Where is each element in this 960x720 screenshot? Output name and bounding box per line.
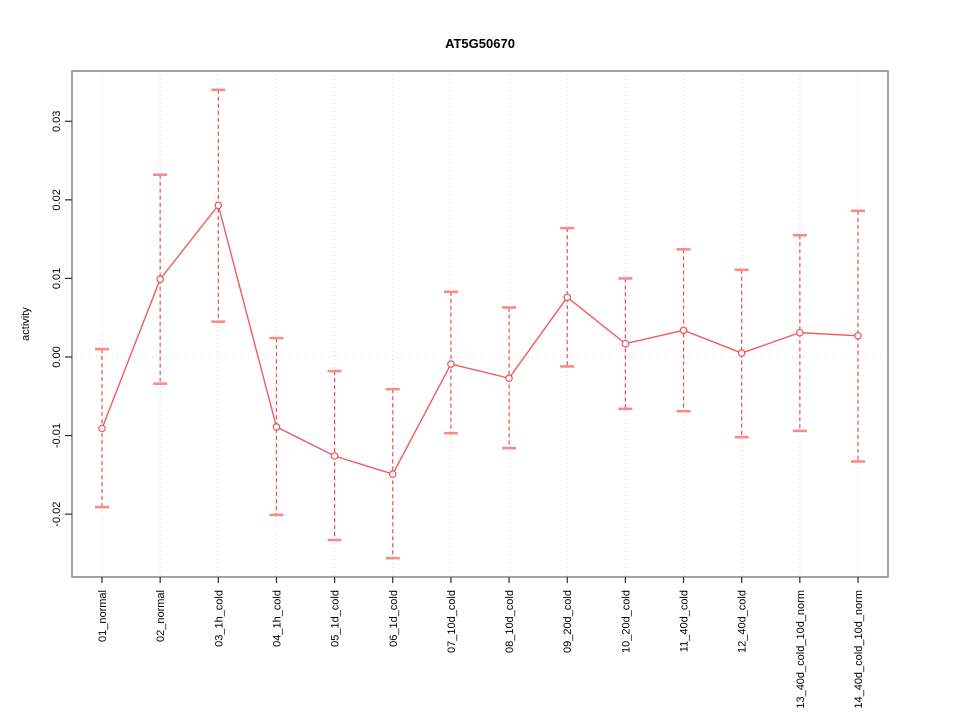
x-tick-label: 04_1h_cold — [271, 590, 283, 647]
plot-area: -0.02 -0.01 0.00 0.01 0.02 0.03 01_normal 02_no… — [51, 70, 889, 709]
mean-marker — [214, 201, 223, 210]
x-tick-label: 01_normal — [97, 590, 109, 642]
x-tick-label: 10_20d_cold — [620, 590, 632, 653]
mean-line — [101, 203, 859, 475]
y-tick-label: -0.01 — [51, 423, 63, 448]
x-tick-label: 13_40d_cold_10d_norm — [795, 590, 807, 709]
mean-marker — [796, 328, 804, 337]
mean-marker — [98, 424, 106, 433]
x-tick-label: 14_40d_cold_10d_norm — [853, 590, 865, 709]
y-axis-label: activity — [20, 307, 32, 341]
mean-marker — [272, 423, 281, 431]
x-tick-label: 06_1d_cold — [388, 590, 400, 647]
mean-marker — [330, 452, 339, 460]
mean-marker — [854, 331, 862, 340]
x-tick-label: 02_normal — [155, 590, 167, 642]
y-tick-label: -0.02 — [51, 502, 63, 527]
chart-title: AT5G50670 — [445, 36, 515, 51]
x-tick-label: 03_1h_cold — [213, 590, 225, 647]
x-tick-label: 08_10d_cold — [504, 590, 516, 653]
mean-marker — [156, 275, 164, 284]
mean-marker — [563, 293, 572, 302]
mean-marker — [388, 470, 397, 478]
mean-marker — [679, 326, 688, 335]
y-tick-label: 0.02 — [51, 189, 63, 210]
mean-marker — [737, 349, 746, 357]
x-tick-label: 11_40d_cold — [679, 590, 691, 652]
x-tick-label: 12_40d_cold — [737, 590, 749, 653]
mean-marker — [447, 360, 455, 368]
plot-border — [71, 70, 889, 578]
x-tick-label: 05_1d_cold — [330, 590, 342, 647]
y-tick-label: 0.00 — [51, 346, 63, 367]
y-tick-label: 0.03 — [51, 111, 63, 132]
mean-marker — [505, 374, 513, 383]
y-tick-label: 0.01 — [51, 268, 63, 289]
mean-marker — [621, 339, 630, 348]
x-tick-label: 07_10d_cold — [446, 590, 458, 653]
x-tick-label: 09_20d_cold — [562, 590, 574, 653]
